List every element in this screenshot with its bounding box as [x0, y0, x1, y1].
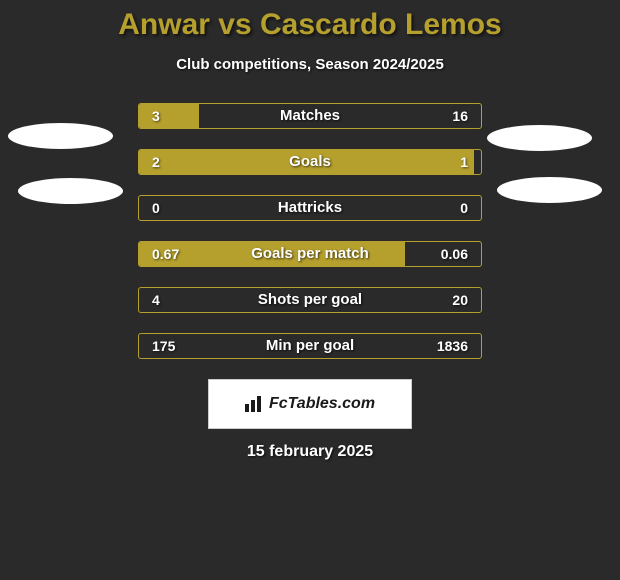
- bar-fill-left: [139, 104, 199, 128]
- bar-outline: [138, 333, 482, 359]
- bar-chart-icon: [245, 396, 265, 412]
- stat-right-value: 0: [460, 195, 468, 221]
- logo-badge: FcTables.com: [208, 379, 412, 429]
- stat-row: 00Hattricks: [138, 195, 482, 221]
- subtitle: Club competitions, Season 2024/2025: [0, 56, 620, 73]
- bar-outline: [138, 287, 482, 313]
- stat-left-value: 175: [152, 333, 175, 359]
- stat-right-value: 0.06: [441, 241, 468, 267]
- stat-right-value: 1: [460, 149, 468, 175]
- player-badge-ellipse: [18, 178, 123, 204]
- logo-label: FcTables.com: [269, 395, 375, 413]
- bar-outline: [138, 195, 482, 221]
- stat-row: 1751836Min per goal: [138, 333, 482, 359]
- stat-left-value: 3: [152, 103, 160, 129]
- player-badge-ellipse: [487, 125, 592, 151]
- page-title: Anwar vs Cascardo Lemos: [0, 8, 620, 42]
- date-text: 15 february 2025: [0, 443, 620, 461]
- stat-row: 0.670.06Goals per match: [138, 241, 482, 267]
- player-badge-ellipse: [8, 123, 113, 149]
- comparison-infographic: Anwar vs Cascardo Lemos Club competition…: [0, 0, 620, 461]
- stat-right-value: 16: [452, 103, 468, 129]
- stat-left-value: 0: [152, 195, 160, 221]
- stat-row: 420Shots per goal: [138, 287, 482, 313]
- stat-right-value: 20: [452, 287, 468, 313]
- stat-left-value: 4: [152, 287, 160, 313]
- player-badge-ellipse: [497, 177, 602, 203]
- bar-fill-left: [139, 150, 474, 174]
- logo-text: FcTables.com: [245, 395, 375, 413]
- stat-row: 316Matches: [138, 103, 482, 129]
- stat-right-value: 1836: [437, 333, 468, 359]
- stat-left-value: 0.67: [152, 241, 179, 267]
- stat-left-value: 2: [152, 149, 160, 175]
- stat-row: 21Goals: [138, 149, 482, 175]
